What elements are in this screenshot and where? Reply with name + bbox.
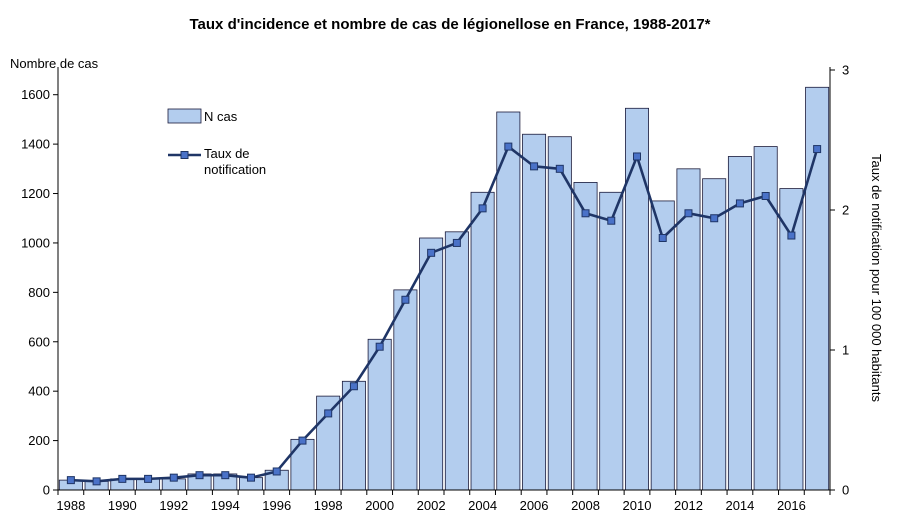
rate-point-1996 [272,467,281,476]
rate-point-2013 [710,214,719,223]
rate-point-2009 [607,216,616,225]
rate-point-2007 [555,164,564,173]
rate-point-1998 [324,409,333,418]
rate-point-1991 [144,474,153,483]
rate-line [70,145,819,483]
chart-title: Taux d'incidence et nombre de cas de lég… [190,16,711,33]
legend-label-line-2: notification [204,162,266,177]
rate-point-2002 [427,248,436,257]
legend-label-line-1: Taux de [204,146,250,161]
left-tick-label: 800 [28,285,50,300]
x-tick-label: 1992 [159,498,188,513]
rate-point-2011 [658,234,667,242]
rate-point-2004 [478,204,487,213]
rate-point-2016 [787,231,796,240]
rate-point-1995 [247,473,255,482]
x-tick-label: 1996 [262,498,291,513]
bar-2010 [625,107,649,491]
bar-2013 [702,178,727,491]
bar-2002 [419,237,444,491]
rate-point-2010 [633,152,641,161]
rate-point-1992 [169,473,178,482]
rate-point-1999 [349,382,358,391]
rate-point-2017 [813,145,822,154]
rate-point-1988 [66,476,75,485]
x-tick-label: 1994 [211,498,240,513]
bar-2006 [522,133,547,491]
bar-series [58,86,830,491]
rate-point-1993 [195,471,204,480]
line-series [66,142,822,486]
legend-line-marker [180,151,189,159]
rate-point-2015 [761,192,770,200]
x-tick-label: 2016 [777,498,806,513]
x-tick-label: 2014 [725,498,754,513]
left-tick-label: 1600 [21,87,50,102]
right-axis-label: Taux de notification pour 100 000 habita… [869,154,884,402]
rate-point-2000 [375,342,384,351]
right-tick-label: 0 [842,483,849,498]
legend-label-bars: N cas [204,109,238,124]
x-tick-label: 1990 [108,498,137,513]
x-tick-label: 2000 [365,498,394,513]
rate-point-2001 [401,295,410,304]
rate-point-1990 [118,474,127,483]
bar-2003 [444,231,469,491]
x-tick-label: 2012 [674,498,703,513]
bar-1997 [290,438,315,491]
axes: 0 200 400 600 800 1000 1200 1400 1600 0 1 2 3 1988 199… [21,63,849,514]
rate-point-2005 [504,142,513,151]
right-tick-label: 2 [842,203,849,218]
left-tick-label: 0 [43,483,50,498]
left-tick-label: 1000 [21,235,50,250]
legend-bar-swatch [167,108,202,124]
bar-2008 [573,182,598,491]
bar-2011 [650,200,675,491]
rate-point-2012 [684,209,693,218]
bar-2001 [393,289,418,491]
bar-1999 [341,380,366,491]
x-tick-label: 2002 [417,498,446,513]
x-tick-label: 1998 [314,498,343,513]
x-tick-label: 1988 [56,498,85,513]
x-tick-label: 2004 [468,498,497,513]
bar-2007 [547,136,572,491]
left-axis-label: Nombre de cas [10,56,99,71]
left-tick-label: 600 [28,334,50,349]
rate-point-1997 [298,436,307,445]
right-tick-label: 1 [842,343,849,358]
left-tick-label: 400 [28,384,50,399]
left-tick-label: 1200 [21,186,50,201]
x-tick-label: 2006 [520,498,549,513]
rate-point-1994 [221,471,230,480]
right-tick-label: 3 [842,63,849,78]
bar-2000 [367,338,392,491]
x-tick-label: 2010 [623,498,652,513]
rate-point-1989 [92,477,101,486]
rate-point-2006 [530,162,539,171]
x-tick-label: 2008 [571,498,600,513]
left-tick-label: 1400 [21,137,50,152]
bar-2004 [470,191,495,491]
rate-point-2008 [581,209,590,218]
left-tick-label: 200 [28,433,50,448]
rate-point-2014 [735,199,744,208]
bar-2009 [599,191,624,491]
rate-point-2003 [452,238,461,247]
